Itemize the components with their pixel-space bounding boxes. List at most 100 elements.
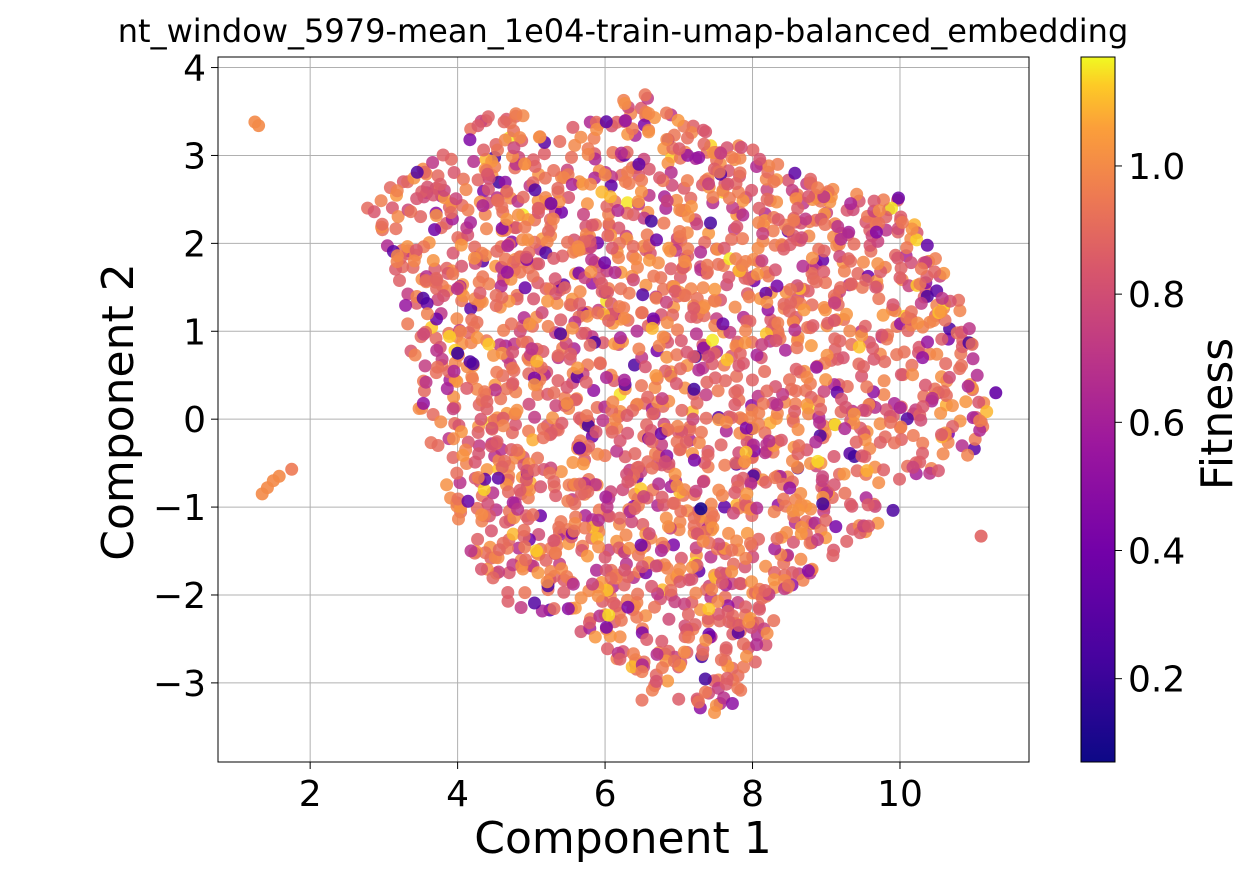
scatter-point [526,433,540,447]
scatter-point [750,638,764,652]
scatter-point [862,519,876,533]
scatter-point [760,384,774,398]
scatter-point [869,280,883,294]
scatter-point [553,135,567,148]
scatter-point [866,341,880,355]
scatter-point [475,562,488,576]
scatter-point [906,460,920,474]
scatter-point [596,414,610,427]
scatter-points [248,88,1003,719]
scatter-point [752,201,766,215]
scatter-point [649,369,663,383]
scatter-point [509,107,523,121]
scatter-point [642,125,656,139]
scatter-point [646,407,660,421]
scatter-point [606,395,620,409]
scatter-point [649,674,663,688]
scatter-point [593,356,607,370]
scatter-point [916,351,930,365]
scatter-point [471,532,485,546]
chart-title: nt_window_5979-mean_1e04-train-umap-bala… [118,12,1129,50]
scatter-point [857,360,870,374]
scatter-point [689,484,703,498]
scatter-point [861,498,875,512]
scatter-point [601,229,615,243]
scatter-point [656,330,670,344]
scatter-point [817,384,831,398]
scatter-point [414,210,428,224]
scatter-point [716,317,730,331]
scatter-point [501,239,515,253]
scatter-point [531,566,545,580]
x-tick-label: 8 [741,774,764,815]
scatter-point [541,319,555,333]
scatter-point [464,544,478,558]
scatter-point [974,529,988,543]
scatter-point [430,273,444,287]
scatter-point [684,310,698,324]
scatter-point [859,273,873,287]
scatter-point [375,217,389,231]
scatter-point [690,396,704,410]
scatter-point [768,542,782,556]
scatter-point [760,295,774,309]
scatter-point [612,300,626,314]
scatter-point [802,190,816,203]
scatter-point [517,523,531,537]
scatter-point [497,115,511,129]
scatter-point [252,119,266,133]
scatter-point [539,553,553,567]
scatter-point [526,508,540,522]
scatter-point [849,435,863,449]
scatter-point [811,533,824,547]
scatter-point [892,191,905,205]
x-axis-label: Component 1 [474,813,771,864]
scatter-point [893,271,907,285]
scatter-point [419,375,433,389]
scatter-point [809,275,823,289]
y-tick-label: 0 [183,400,206,441]
scatter-point [965,337,979,351]
scatter-point [705,583,719,596]
scatter-point [638,88,652,102]
scatter-point [937,385,951,399]
scatter-point [622,177,636,190]
scatter-point [921,335,934,349]
scatter-point [631,587,645,601]
scatter-point [605,241,619,255]
scatter-point [419,274,433,287]
scatter-point [454,238,468,252]
scatter-point [611,204,625,217]
scatter-point [660,194,674,208]
scatter-point [476,199,490,213]
scatter-point [618,97,632,110]
scatter-point [552,520,566,534]
scatter-point [744,477,758,491]
scatter-point [542,225,555,238]
scatter-point [434,415,448,429]
scatter-point [894,261,908,275]
scatter-point [696,648,710,661]
scatter-point [696,475,710,489]
scatter-point [740,487,754,501]
scatter-point [567,524,581,538]
scatter-point [535,604,549,618]
scatter-point [461,494,475,508]
scatter-point [679,435,693,449]
scatter-point [540,235,554,249]
scatter-point [612,251,625,265]
scatter-point [429,209,443,222]
scatter-point [516,190,530,204]
scatter-point [621,165,635,179]
scatter-point [916,436,930,450]
scatter-point [817,265,831,279]
scatter-point [631,195,645,209]
scatter-point [602,608,616,622]
scatter-point [506,361,519,375]
scatter-point [806,319,820,333]
scatter-point [928,265,942,279]
scatter-point [658,455,672,469]
scatter-point [905,222,919,236]
scatter-point [791,423,805,437]
scatter-point [574,130,588,144]
